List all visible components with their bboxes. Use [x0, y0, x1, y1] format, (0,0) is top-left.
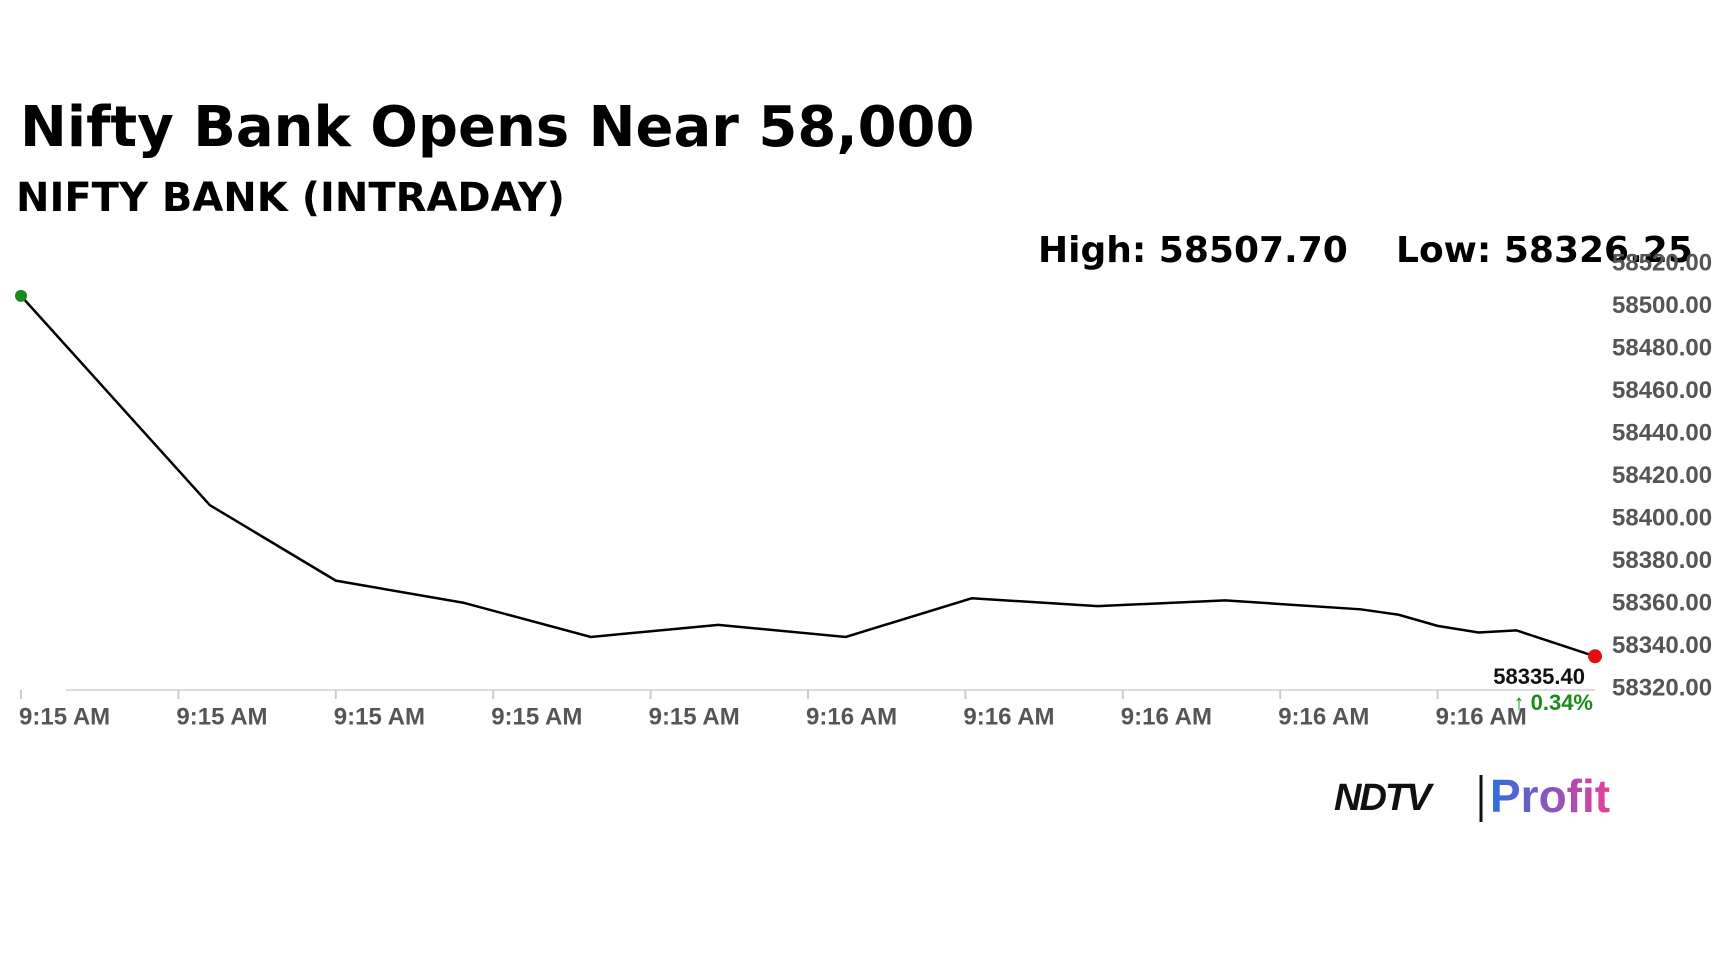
y-tick-label: 58420.00	[1612, 462, 1712, 489]
x-tick-label: 9:15 AM	[649, 703, 740, 730]
y-tick-label: 58500.00	[1612, 292, 1712, 319]
start-point	[15, 289, 27, 302]
x-tick-label: 9:16 AM	[1121, 703, 1212, 730]
low-label: Low: 58326.25	[1396, 230, 1693, 271]
x-tick-label: 9:16 AM	[1436, 703, 1527, 730]
y-tick-label: 58460.00	[1612, 377, 1712, 404]
y-tick-label: 58520.00	[1612, 249, 1712, 276]
x-tick-label: 9:16 AM	[806, 703, 897, 730]
price-line	[20, 295, 1596, 658]
high-label: High: 58507.70	[1038, 230, 1348, 271]
y-tick-label: 58480.00	[1612, 334, 1712, 361]
x-tick-label: 9:16 AM	[1278, 703, 1369, 730]
y-tick-label: 58440.00	[1612, 419, 1712, 446]
y-tick-label: 58400.00	[1612, 504, 1712, 531]
chart-title: Nifty Bank Opens Near 58,000	[20, 95, 975, 160]
y-tick-label: 58340.00	[1612, 632, 1712, 659]
end-point	[1588, 649, 1602, 664]
y-tick-label: 58320.00	[1612, 674, 1712, 701]
change-label: ↑ 0.34%	[1514, 690, 1594, 715]
x-tick-label: 9:15 AM	[334, 703, 425, 730]
chart-subtitle: NIFTY BANK (INTRADAY)	[16, 175, 565, 221]
x-tick-label: 9:15 AM	[176, 703, 267, 730]
brand-profit: Profit	[1490, 770, 1610, 822]
x-tick-label: 9:15 AM	[19, 703, 110, 730]
value-label: 58335.40	[1493, 664, 1585, 689]
x-tick-label: 9:16 AM	[963, 703, 1054, 730]
y-tick-label: 58380.00	[1612, 547, 1712, 574]
y-tick-label: 58360.00	[1612, 589, 1712, 616]
brand-ndtv: NDTV	[1334, 777, 1434, 819]
x-tick-label: 9:15 AM	[491, 703, 582, 730]
